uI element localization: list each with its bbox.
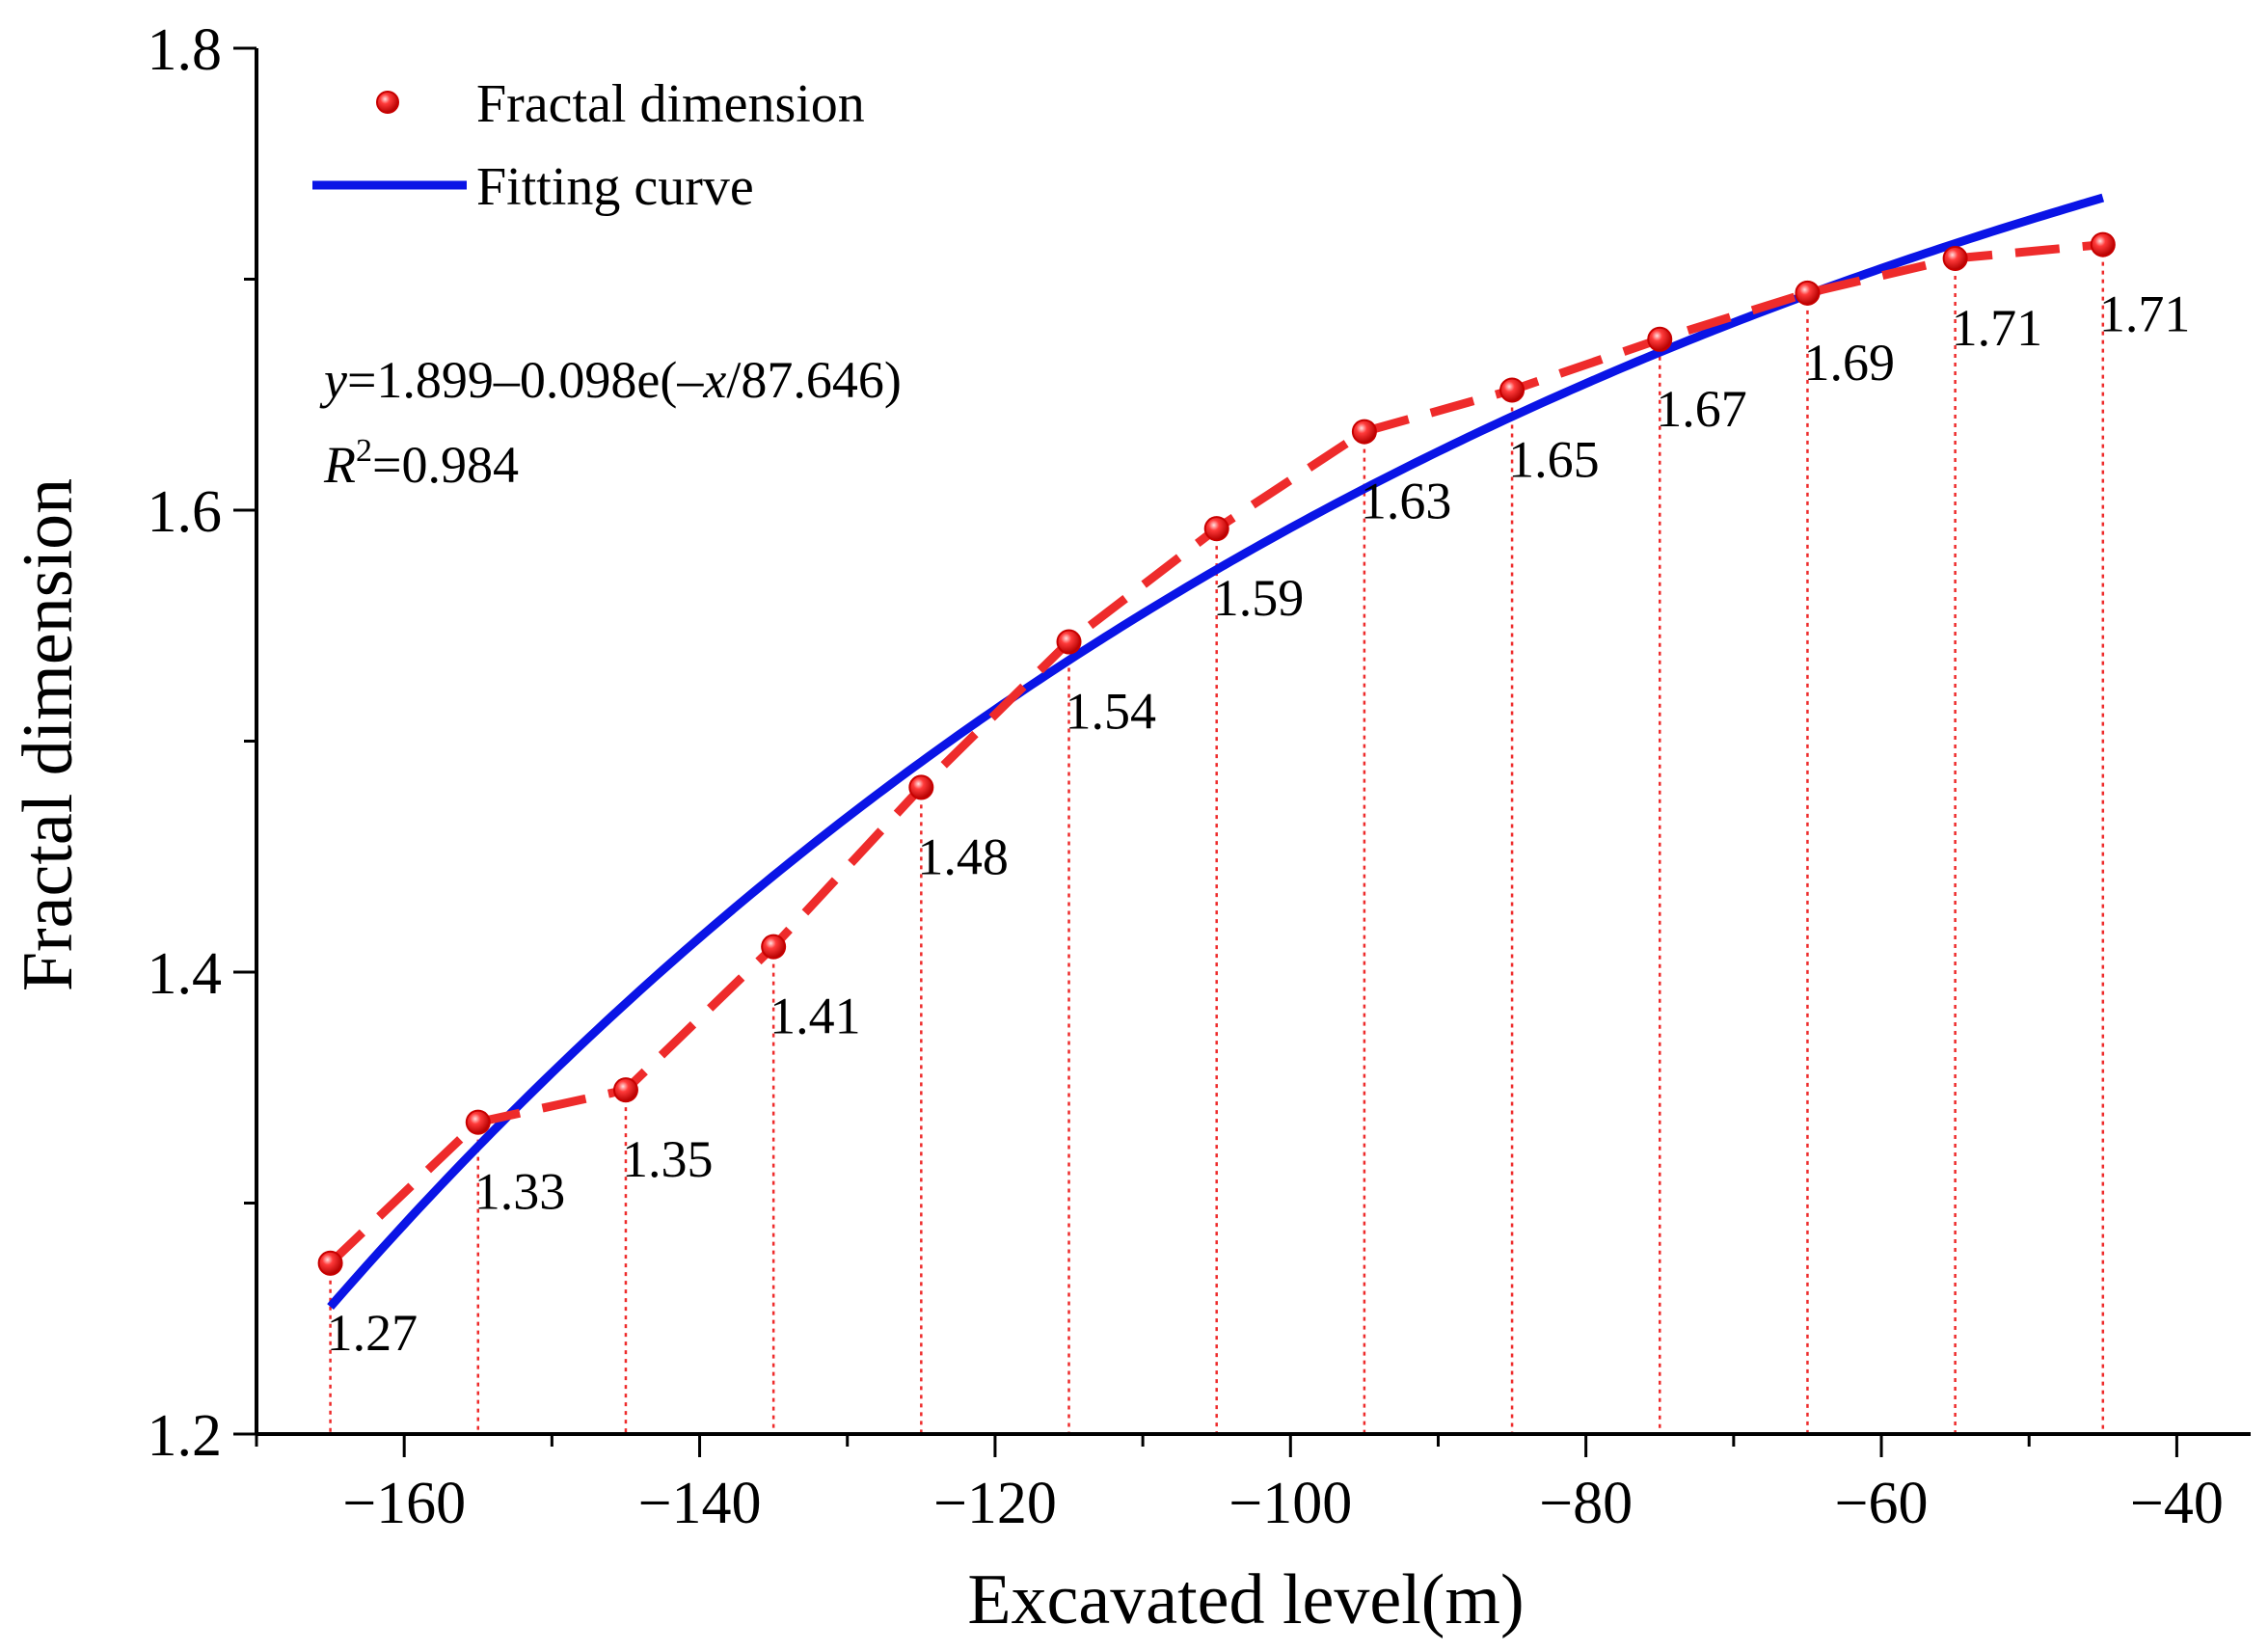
legend-label-fitting-curve: Fitting curve — [476, 157, 754, 217]
equation-text: y=1.899–0.098e(–x/87.646) — [319, 351, 902, 409]
data-point — [1795, 280, 1821, 306]
data-value-label: 1.59 — [1213, 569, 1305, 627]
data-point — [2090, 231, 2116, 257]
data-value-label: 1.67 — [1656, 380, 1747, 438]
y-tick-label: 1.8 — [148, 17, 223, 83]
r-squared-superscript: 2 — [356, 433, 372, 469]
data-point — [465, 1109, 491, 1135]
data-point — [908, 774, 934, 800]
data-value-label: 1.48 — [917, 827, 1008, 885]
x-tick-label: −40 — [2130, 1471, 2224, 1536]
data-point — [317, 1250, 343, 1276]
legend-label-fractal-dimension: Fractal dimension — [476, 74, 865, 134]
r-squared-r: R — [323, 436, 356, 494]
equation-x-var: x — [702, 351, 726, 409]
x-tick-label: −100 — [1228, 1471, 1352, 1536]
x-tick-label: −120 — [933, 1471, 1057, 1536]
fit-equation: y=1.899–0.098e(–x/87.646) R2=0.984 — [319, 351, 902, 494]
equation-tail: /87.646) — [726, 351, 902, 409]
data-point — [1942, 245, 1968, 271]
data-point — [1351, 419, 1377, 445]
axes: −160 −140 −120 −100 −80 −60 −40 1.2 1.4 1.6 1.8 — [148, 17, 2251, 1536]
data-value-label: 1.27 — [327, 1304, 418, 1362]
x-tick-label: −60 — [1835, 1471, 1929, 1536]
data-value-label: 1.65 — [1508, 430, 1600, 488]
data-point — [1203, 516, 1229, 542]
data-value-label: 1.41 — [770, 988, 861, 1045]
y-tick-label: 1.2 — [148, 1403, 223, 1469]
legend-marker-fractal-dimension — [376, 91, 399, 114]
drop-lines — [329, 244, 2105, 1434]
data-point — [612, 1077, 638, 1103]
data-value-label: 1.71 — [1952, 299, 2043, 357]
equation-y-var: y — [319, 351, 347, 409]
data-value-label: 1.69 — [1803, 334, 1895, 392]
x-axis-title: Excavated level(m) — [967, 1560, 1524, 1639]
r-squared-text: R2=0.984 — [323, 433, 519, 494]
data-labels: 1.27 1.33 1.35 1.41 1.48 1.54 1.59 1.63 1.65 1.67… — [327, 285, 2191, 1362]
data-series-layer — [317, 231, 2116, 1276]
data-point — [761, 934, 787, 960]
data-point — [1056, 629, 1082, 655]
data-value-label: 1.71 — [2099, 285, 2191, 343]
r-squared-value: =0.984 — [372, 436, 519, 494]
x-tick-label: −80 — [1539, 1471, 1633, 1536]
data-point — [1499, 377, 1526, 403]
legend: Fractal dimension Fitting curve — [312, 74, 865, 217]
data-value-label: 1.35 — [622, 1130, 714, 1188]
data-value-label: 1.63 — [1361, 473, 1452, 530]
x-tick-label: −160 — [342, 1471, 466, 1536]
data-point — [1647, 326, 1673, 352]
y-axis-title: Fractal dimension — [9, 478, 88, 991]
data-value-label: 1.33 — [474, 1163, 566, 1221]
x-tick-label: −140 — [638, 1471, 762, 1536]
y-tick-label: 1.4 — [148, 941, 223, 1007]
equation-body: =1.899–0.098e(– — [347, 351, 704, 409]
y-tick-label: 1.6 — [148, 479, 223, 545]
data-value-label: 1.54 — [1066, 683, 1157, 741]
